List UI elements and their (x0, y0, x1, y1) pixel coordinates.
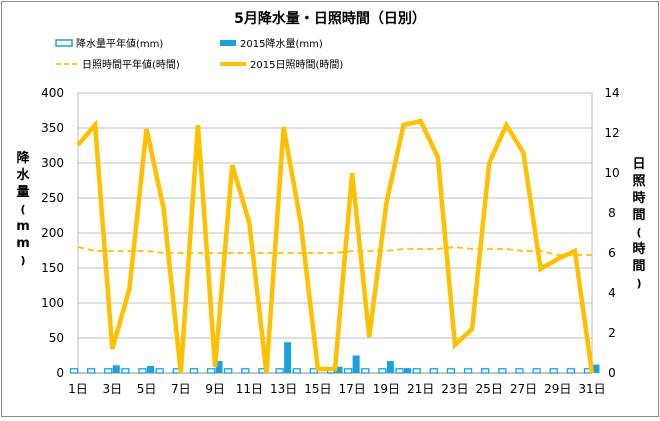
bars-2015-precip (112, 342, 600, 373)
legend-swatch-2015-precip (220, 40, 236, 46)
bar-normal-precip (241, 368, 250, 374)
bar-normal-precip (224, 368, 233, 374)
x-tick-label: 25日 (476, 382, 503, 396)
bar-normal-precip (86, 368, 96, 374)
y-right-tick-label: 6 (608, 246, 616, 260)
y-left-tick-label: 250 (41, 191, 64, 205)
bar-normal-precip (206, 368, 216, 374)
bar-normal-precip (343, 368, 353, 374)
legend-label-2015-sunshine: 2015日照時間(時間) (250, 59, 343, 71)
y-right-tick-label: 10 (604, 166, 619, 180)
y-left-tick-label: 0 (56, 366, 64, 380)
bar-2015-precip (284, 342, 292, 373)
bar-normal-precip (275, 368, 284, 374)
x-tick-label: 1日 (68, 382, 88, 396)
bar-2015-precip (592, 364, 600, 373)
legend-label-normal-sunshine: 日照時間平年値(時間) (82, 58, 180, 71)
y-left-tick-label: 300 (41, 156, 64, 170)
y-left-tick-label: 150 (41, 261, 64, 275)
tick-labels: 0 50 100 150 200 250 300 350 400 0 2 4 6 8 10 12 14 1日 3日 5… (41, 86, 620, 396)
y-right-tick-label: 14 (604, 86, 619, 100)
bar-normal-precip (549, 368, 558, 374)
bar-normal-precip (498, 368, 507, 374)
bar-normal-precip (532, 368, 541, 374)
y-right-tick-label: 8 (608, 206, 616, 220)
y-left-tick-label: 100 (41, 296, 64, 310)
y-right-tick-label: 0 (608, 366, 616, 380)
x-tick-label: 17日 (338, 382, 365, 396)
x-tick-label: 13日 (270, 382, 297, 396)
y-left-tick-label: 400 (41, 86, 64, 100)
x-tick-label: 11日 (236, 382, 263, 396)
x-tick-label: 21日 (407, 382, 434, 396)
bar-normal-precip (189, 368, 199, 374)
bar-normal-precip (395, 368, 404, 374)
y-axis-right-label: 日照時間(時間) (632, 157, 645, 290)
bar-normal-precip (361, 368, 370, 374)
bar-2015-precip (386, 361, 394, 373)
bar-normal-precip (292, 368, 301, 374)
chart-title: 5月降水量・日照時間（日別） (234, 10, 426, 27)
x-tick-label: 5日 (137, 382, 157, 396)
y-left-tick-label: 350 (41, 121, 64, 135)
x-tick-label: 29日 (544, 382, 571, 396)
y-axis-left-label: 降水量(m m) (16, 150, 30, 267)
bar-normal-precip (412, 368, 421, 374)
y-right-tick-label: 4 (608, 286, 616, 300)
bar-2015-precip (404, 368, 412, 373)
x-tick-label: 7日 (171, 382, 191, 396)
line-2015-sunshine (76, 118, 595, 374)
y-left-tick-label: 200 (41, 226, 64, 240)
bar-normal-precip (515, 368, 524, 374)
y-left-tick-label: 50 (49, 331, 64, 345)
bar-2015-precip (215, 361, 223, 373)
bar-normal-precip (463, 368, 473, 374)
x-tick-label: 15日 (304, 382, 331, 396)
bar-normal-precip (566, 368, 576, 374)
legend: 降水量平年値(mm) 2015降水量(mm) 日照時間平年値(時間) 2015日… (55, 37, 343, 71)
bar-normal-precip (121, 368, 130, 374)
legend-swatch-normal-precip (55, 39, 73, 47)
x-tick-label: 31日 (578, 382, 605, 396)
y-right-tick-label: 12 (604, 126, 619, 140)
x-tick-label: 3日 (102, 382, 122, 396)
bar-2015-precip (112, 365, 120, 373)
legend-label-normal-precip: 降水量平年値(mm) (76, 37, 163, 50)
sunshine-lines (76, 118, 595, 374)
bar-normal-precip (69, 368, 79, 374)
x-tick-label: 23日 (441, 382, 468, 396)
bar-normal-precip (429, 368, 438, 374)
bar-normal-precip (446, 368, 456, 374)
x-tick-label: 19日 (373, 382, 400, 396)
bar-2015-precip (147, 366, 155, 373)
chart-svg: 5月降水量・日照時間（日別） 降水量平年値(mm) 2015降水量(mm) 日照… (16, 10, 645, 396)
y-right-tick-label: 2 (608, 326, 616, 340)
legend-label-2015-precip: 2015降水量(mm) (240, 37, 323, 50)
line-normal-sunshine (77, 246, 592, 256)
bar-normal-precip (378, 368, 387, 374)
x-tick-label: 27日 (510, 382, 537, 396)
bar-normal-precip (481, 368, 490, 374)
bar-2015-precip (335, 366, 343, 373)
bar-normal-precip (138, 368, 147, 374)
bar-normal-precip (155, 368, 164, 374)
x-tick-label: 9日 (205, 382, 225, 396)
bar-normal-precip (104, 368, 113, 374)
bar-2015-precip (352, 355, 360, 373)
